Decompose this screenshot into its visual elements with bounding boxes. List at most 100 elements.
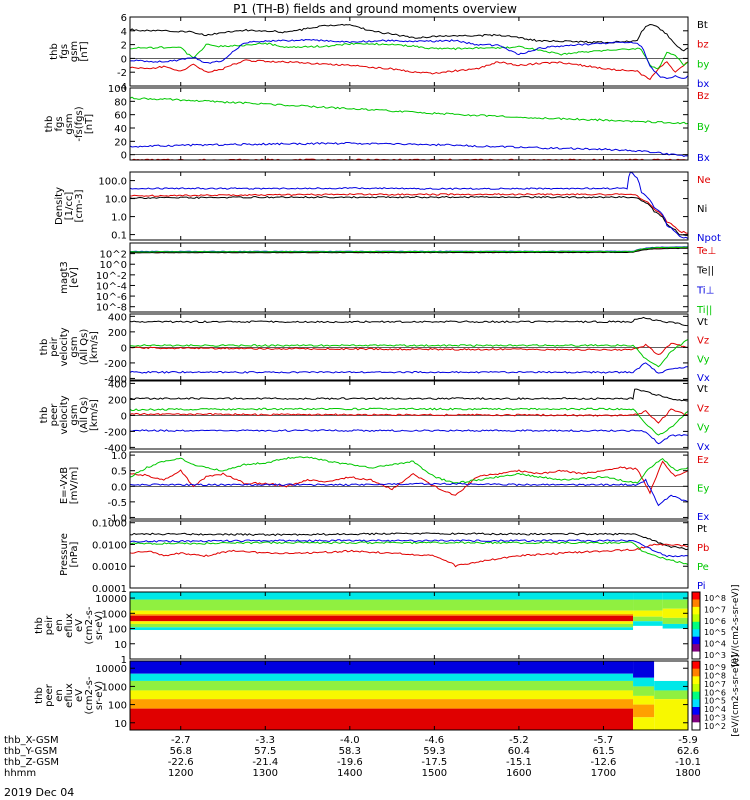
panel-5-legend-1: Vz: [697, 403, 709, 414]
panel-1-legend-2: Bx: [697, 153, 710, 164]
panel-1-ylabel-line: thb: [44, 116, 55, 133]
panel-7-legend-2: Pe: [697, 562, 709, 573]
panel-6-ytick-label: 0.5: [111, 467, 127, 478]
axis-row-3-value-6: 1800: [675, 768, 700, 779]
panel-2-series-Ni: [129, 195, 688, 236]
axis-row-label-1: thb_Y-GSM: [4, 746, 57, 757]
panel-0-series-bx: [129, 38, 689, 80]
panel-9-ytick-label: 1000: [102, 682, 127, 693]
panel-7-ytick-label: 0.0001: [92, 584, 127, 595]
panel-9-colorbar-swatch: [692, 699, 700, 708]
panel-8-band-0-level-5: [130, 621, 634, 624]
panel-1-series-Bx: [129, 142, 689, 158]
panel-9-ylabel-line: eV: [74, 689, 85, 702]
panel-8-colorbar-label: [eV/(cm2-s-sr-eV)]: [731, 584, 741, 666]
panel-0-ytick-label: 2: [121, 41, 127, 52]
panel-9-band-1-level-2: [633, 686, 655, 696]
panel-8-ylabel-line: en: [54, 619, 65, 632]
panel-8-band-0-level-7: [130, 627, 634, 631]
panel-4-ylabel-line: [km/s]: [89, 331, 100, 363]
panel-9-ylabel-line: thb: [34, 687, 45, 704]
panel-4-ytick-label: 400: [108, 312, 127, 323]
axis-row-1-value-4: 60.4: [508, 746, 530, 757]
panel-3-legend-0: Te⊥: [696, 246, 716, 257]
panel-8-band-0-level-1: [130, 599, 634, 611]
panel-9-colorbar: [691, 660, 701, 731]
panel-1-legend-0: Bz: [697, 91, 709, 102]
panel-2-series-Npot: [129, 171, 689, 240]
panel-4-ytick-label: 0: [121, 343, 127, 354]
panel-8-band-2-level-4: [662, 623, 688, 629]
panel-8-colorbar-swatch: [692, 592, 700, 600]
panel-9-band-1-level-4: [633, 704, 655, 718]
panel-1-ytick-label: 60: [114, 111, 127, 122]
panel-1-series-By: [129, 96, 689, 125]
panel-6-frame: [129, 451, 689, 520]
panel-1-ylabel-line: fgs: [54, 116, 65, 131]
panel-2-ylabel-line: Density: [54, 187, 65, 225]
panel-9-ylabel-line: sr-eV): [94, 681, 105, 710]
panel-5-series-Vz: [129, 408, 689, 424]
axis-row-2-value-2: -19.6: [337, 757, 363, 768]
panel-9-colorbar-swatch: [692, 668, 700, 677]
panel-2-legend-1: Ni: [697, 204, 707, 215]
panel-2-legend-2: Npot: [697, 233, 721, 244]
panel-8-colorbar-swatch: [692, 636, 700, 645]
panel-9-frame: [129, 660, 689, 731]
panel-8-band-2-level-1: [662, 599, 688, 609]
panel-0-ytick-label: -4: [117, 82, 127, 93]
panel-5-series-Vx: [129, 429, 689, 445]
panel-5-legend-2: Vy: [697, 423, 710, 434]
panel-0-series-bz: [129, 59, 689, 81]
panel-8-band-2-level-3: [662, 617, 688, 624]
axis-row-3-value-0: 1200: [168, 768, 193, 779]
panel-8-band-1-level-1: [633, 599, 663, 611]
panel-7-ytick-label: 0.0010: [92, 562, 127, 573]
panel-6-ytick-label: 1.0: [111, 451, 127, 462]
axis-row-3-value-2: 1400: [337, 768, 362, 779]
panel-8-colorbar-swatch: [692, 614, 700, 623]
panel-8-ytick-label: 10000: [95, 594, 127, 605]
panel-8-band-0-level-2: [130, 610, 634, 614]
panel-9-colorbar-tick: 10^2: [704, 722, 726, 731]
panel-2-ytick-label: 1.0: [111, 213, 127, 224]
panel-4-legend-1: Vz: [697, 336, 709, 347]
panel-9-band-2-level-0: [654, 661, 688, 681]
panel-3-ytick-label: 10^-2: [96, 271, 127, 282]
panel-0-legend-1: bz: [697, 40, 709, 51]
panel-8-colorbar-tick: 10^3: [704, 651, 726, 660]
panel-8-ylabel-line: thb: [34, 617, 45, 634]
panel-3-ylabel-line: magt3: [59, 261, 70, 294]
axis-row-0-value-0: -2.7: [171, 735, 191, 746]
panel-1-frame: [129, 87, 689, 161]
panel-4-legend-3: Vx: [697, 373, 710, 384]
panel-4-legend-0: Vt: [697, 317, 708, 328]
axis-row-0-value-1: -3.3: [256, 735, 276, 746]
axis-row-1-value-2: 58.3: [339, 746, 361, 757]
panel-8-ylabel-line: (cm2-s-: [84, 606, 95, 644]
panel-0-ylabel-line: thb: [49, 43, 60, 60]
panel-9-colorbar-swatch: [692, 707, 700, 716]
panel-2-background: [130, 172, 688, 240]
panel-2-legend-0: Ne: [697, 175, 711, 186]
axis-row-0-value-2: -4.0: [340, 735, 360, 746]
panel-0-background: [130, 17, 688, 86]
panel-5-ylabel-line: peer: [49, 403, 60, 427]
panel-9-ylabel-line: (cm2-s-: [84, 676, 95, 714]
figure-title: P1 (TH-B) fields and ground moments over…: [233, 2, 517, 16]
panel-5-ylabel-line: velocity: [59, 395, 70, 434]
panel-6-legend-0: Ez: [697, 455, 709, 466]
axis-row-2-value-1: -21.4: [252, 757, 278, 768]
panel-6-ytick-label: -0.5: [107, 498, 127, 509]
panel-8-colorbar-swatch: [692, 621, 700, 630]
panel-8-ylabel-line: eflux: [64, 613, 75, 638]
axis-row-2-value-3: -17.5: [421, 757, 447, 768]
panel-4-ytick-label: -400: [104, 374, 127, 385]
panel-9-band-0-level-2: [130, 680, 634, 691]
panel-8-colorbar-tick: 10^4: [704, 640, 726, 649]
panel-3-ytick-label: 10^2: [100, 250, 127, 261]
panel-9-colorbar-swatch: [692, 714, 700, 723]
panel-9-colorbar-tick: 10^7: [704, 680, 726, 689]
axis-row-label-2: thb_Z-GSM: [4, 757, 59, 768]
